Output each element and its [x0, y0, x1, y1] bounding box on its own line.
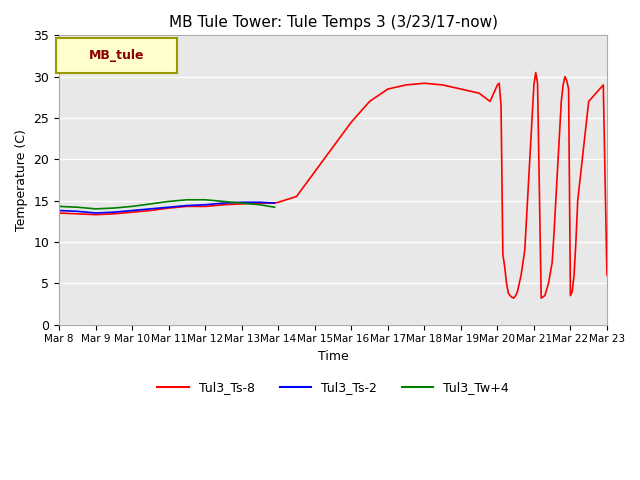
X-axis label: Time: Time: [317, 350, 348, 363]
Y-axis label: Temperature (C): Temperature (C): [15, 129, 28, 231]
Legend: Tul3_Ts-8, Tul3_Ts-2, Tul3_Tw+4: Tul3_Ts-8, Tul3_Ts-2, Tul3_Tw+4: [152, 376, 514, 399]
Text: MB_tule: MB_tule: [89, 49, 145, 62]
Title: MB Tule Tower: Tule Temps 3 (3/23/17-now): MB Tule Tower: Tule Temps 3 (3/23/17-now…: [168, 15, 497, 30]
FancyBboxPatch shape: [56, 38, 177, 73]
